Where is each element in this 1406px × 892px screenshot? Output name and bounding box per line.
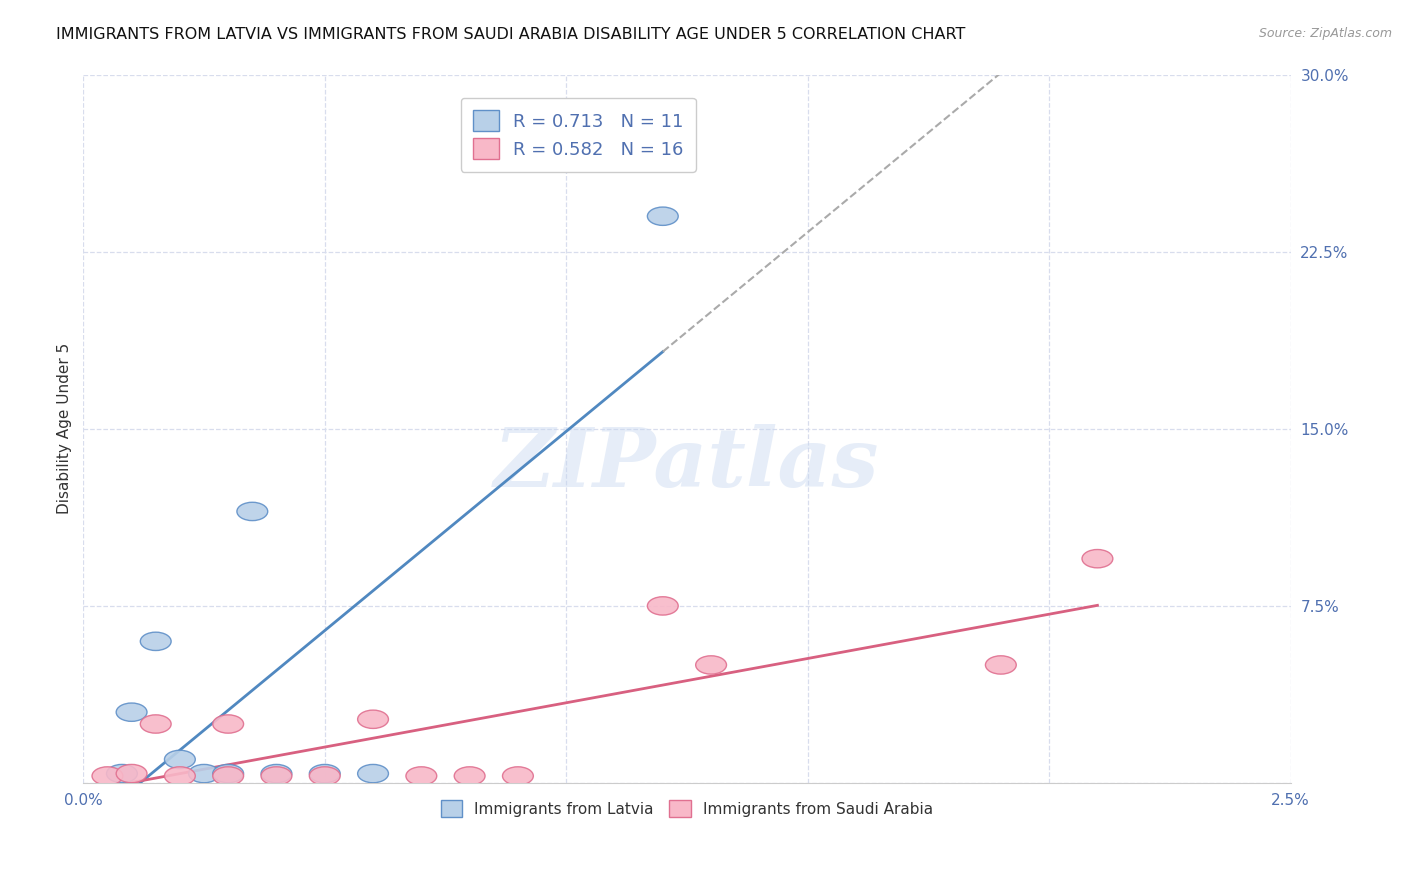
Y-axis label: Disability Age Under 5: Disability Age Under 5 <box>58 343 72 515</box>
Ellipse shape <box>117 703 148 722</box>
Ellipse shape <box>165 750 195 769</box>
Ellipse shape <box>1083 549 1112 568</box>
Ellipse shape <box>141 632 172 650</box>
Ellipse shape <box>647 597 678 615</box>
Ellipse shape <box>309 764 340 783</box>
Ellipse shape <box>91 767 122 785</box>
Ellipse shape <box>454 767 485 785</box>
Ellipse shape <box>262 764 292 783</box>
Ellipse shape <box>647 207 678 226</box>
Ellipse shape <box>188 764 219 783</box>
Text: Source: ZipAtlas.com: Source: ZipAtlas.com <box>1258 27 1392 40</box>
Ellipse shape <box>212 767 243 785</box>
Ellipse shape <box>107 764 138 783</box>
Legend: Immigrants from Latvia, Immigrants from Saudi Arabia: Immigrants from Latvia, Immigrants from … <box>433 792 941 825</box>
Ellipse shape <box>357 764 388 783</box>
Ellipse shape <box>236 502 267 521</box>
Ellipse shape <box>357 710 388 729</box>
Ellipse shape <box>502 767 533 785</box>
Ellipse shape <box>165 767 195 785</box>
Ellipse shape <box>262 767 292 785</box>
Ellipse shape <box>406 767 437 785</box>
Text: ZIPatlas: ZIPatlas <box>494 425 880 504</box>
Ellipse shape <box>986 656 1017 674</box>
Ellipse shape <box>212 764 243 783</box>
Ellipse shape <box>212 714 243 733</box>
Ellipse shape <box>117 764 148 783</box>
Ellipse shape <box>141 714 172 733</box>
Text: IMMIGRANTS FROM LATVIA VS IMMIGRANTS FROM SAUDI ARABIA DISABILITY AGE UNDER 5 CO: IMMIGRANTS FROM LATVIA VS IMMIGRANTS FRO… <box>56 27 966 42</box>
Ellipse shape <box>696 656 727 674</box>
Ellipse shape <box>309 767 340 785</box>
